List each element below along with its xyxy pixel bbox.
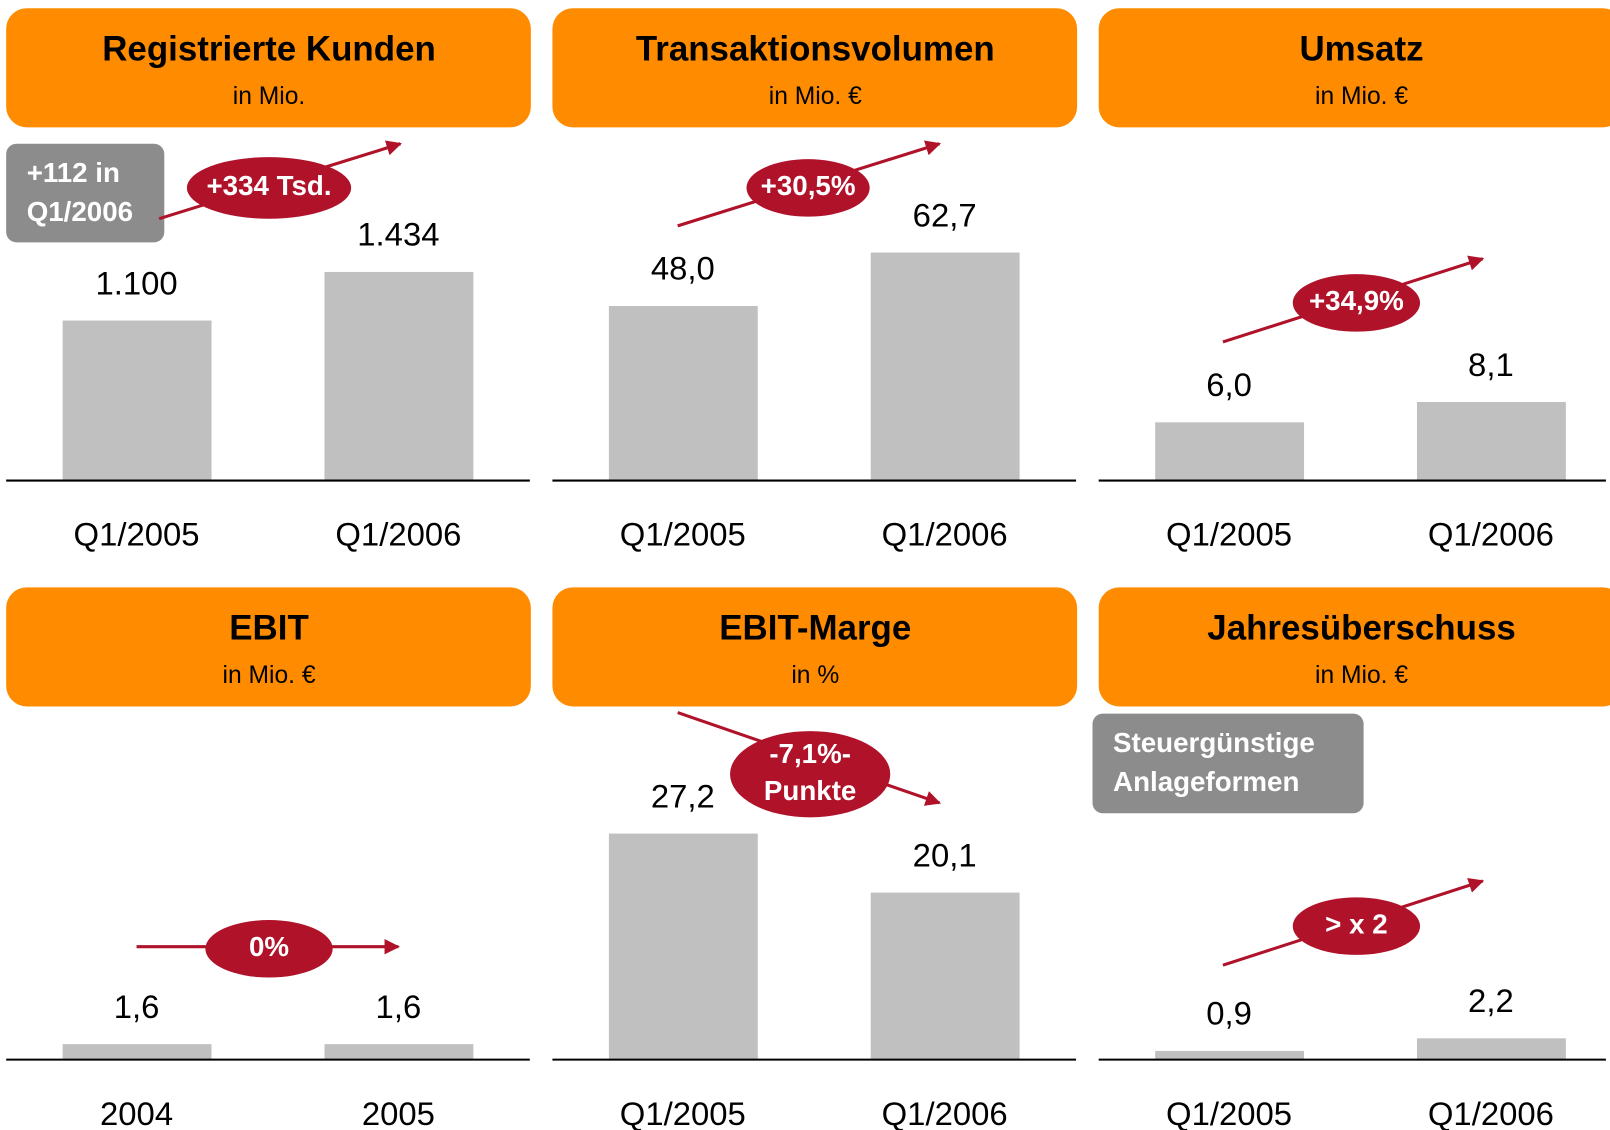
header-box [552, 8, 1078, 128]
badge [205, 920, 333, 978]
chart-subtitle: in Mio. € [1315, 662, 1408, 689]
category-label: Q1/2006 [1428, 1095, 1554, 1130]
bar [608, 833, 758, 1060]
chart-subtitle: in Mio. [233, 83, 306, 110]
category-label: Q1/2006 [1428, 516, 1554, 553]
bar [1155, 422, 1305, 481]
chart-panel: EBIT-Marge in % 27,2 Q1/2005 20,1 Q1/2006 -7,1… [552, 587, 1078, 1130]
category-label: Q1/2005 [74, 516, 200, 553]
note-text: Anlageformen [1113, 766, 1299, 797]
bar [608, 305, 758, 481]
category-label: Q1/2006 [335, 516, 461, 553]
chart-subtitle: in Mio. € [1315, 83, 1408, 110]
value-label: 1,6 [376, 988, 422, 1025]
category-label: 2004 [100, 1095, 173, 1130]
badge [1292, 274, 1421, 332]
chart-title: EBIT-Marge [719, 609, 911, 648]
badge-text: +34,9% [1309, 285, 1404, 316]
badge-text: -7,1%- [769, 738, 851, 769]
badge [1292, 897, 1421, 955]
header-box [1098, 8, 1610, 128]
bar [324, 271, 474, 481]
note-text: Steuergünstige [1113, 727, 1315, 758]
note-text: Q1/2006 [27, 196, 133, 227]
value-label: 20,1 [913, 836, 977, 873]
chart-subtitle: in % [791, 662, 839, 689]
category-label: Q1/2005 [1166, 1095, 1292, 1130]
note-text: +112 in [27, 157, 120, 188]
chart-title: Registrierte Kunden [102, 30, 436, 69]
chart-subtitle: in Mio. € [222, 662, 315, 689]
header-box [6, 587, 531, 707]
chart-panel: Registrierte Kunden in Mio. 1.100 Q1/2005 1.… [6, 8, 531, 553]
value-label: 8,1 [1468, 346, 1514, 383]
badge-text: Punkte [764, 775, 856, 806]
chart-panel: EBIT in Mio. € 1,6 2004 1,6 2005 0% [6, 587, 531, 1130]
badge-text: 0% [249, 931, 289, 962]
value-label: 27,2 [651, 777, 715, 814]
bar [1416, 1038, 1566, 1060]
badge-text: +30,5% [761, 170, 856, 201]
badge-text: > x 2 [1325, 909, 1387, 940]
category-label: Q1/2006 [882, 516, 1008, 553]
note-box [1092, 713, 1364, 814]
value-label: 1,6 [114, 988, 160, 1025]
chart-panel: Umsatz in Mio. € 6,0 Q1/2005 8,1 Q1/2006 +34,9… [1098, 8, 1610, 553]
category-label: Q1/2005 [620, 516, 746, 553]
badge-text: +334 Tsd. [206, 170, 331, 201]
value-label: 48,0 [651, 250, 715, 287]
value-label: 2,2 [1468, 982, 1514, 1019]
chart-title: Transaktionsvolumen [636, 30, 995, 69]
bar [870, 252, 1020, 481]
category-label: Q1/2005 [1166, 516, 1292, 553]
value-label: 1.434 [357, 216, 439, 253]
bar [1416, 401, 1566, 481]
bar [62, 1044, 212, 1060]
chart-subtitle: in Mio. € [769, 83, 862, 110]
value-label: 6,0 [1206, 366, 1252, 403]
header-box [1098, 587, 1610, 707]
panels: Registrierte Kunden in Mio. 1.100 Q1/2005 1.… [6, 8, 1610, 1130]
value-label: 0,9 [1206, 995, 1252, 1032]
bar [324, 1044, 474, 1060]
category-label: 2005 [362, 1095, 435, 1130]
note-box [6, 143, 165, 243]
value-label: 62,7 [913, 196, 977, 233]
bar [870, 892, 1020, 1060]
chart-panel: Transaktionsvolumen in Mio. € 48,0 Q1/2005 6… [552, 8, 1078, 553]
category-label: Q1/2006 [882, 1095, 1008, 1130]
badge [730, 731, 891, 818]
value-label: 1.100 [95, 264, 177, 301]
header-box [6, 8, 531, 128]
chart-title: Jahresüberschuss [1207, 609, 1516, 648]
chart-title: Umsatz [1299, 30, 1423, 69]
chart-title: EBIT [229, 609, 309, 648]
header-box [552, 587, 1078, 707]
bar [62, 320, 212, 481]
bar [1155, 1050, 1305, 1060]
category-label: Q1/2005 [620, 1095, 746, 1130]
badge [186, 157, 352, 219]
badge [746, 159, 870, 217]
chart-panel: Jahresüberschuss in Mio. € 0,9 Q1/2005 2,2 Q1… [1092, 587, 1610, 1130]
